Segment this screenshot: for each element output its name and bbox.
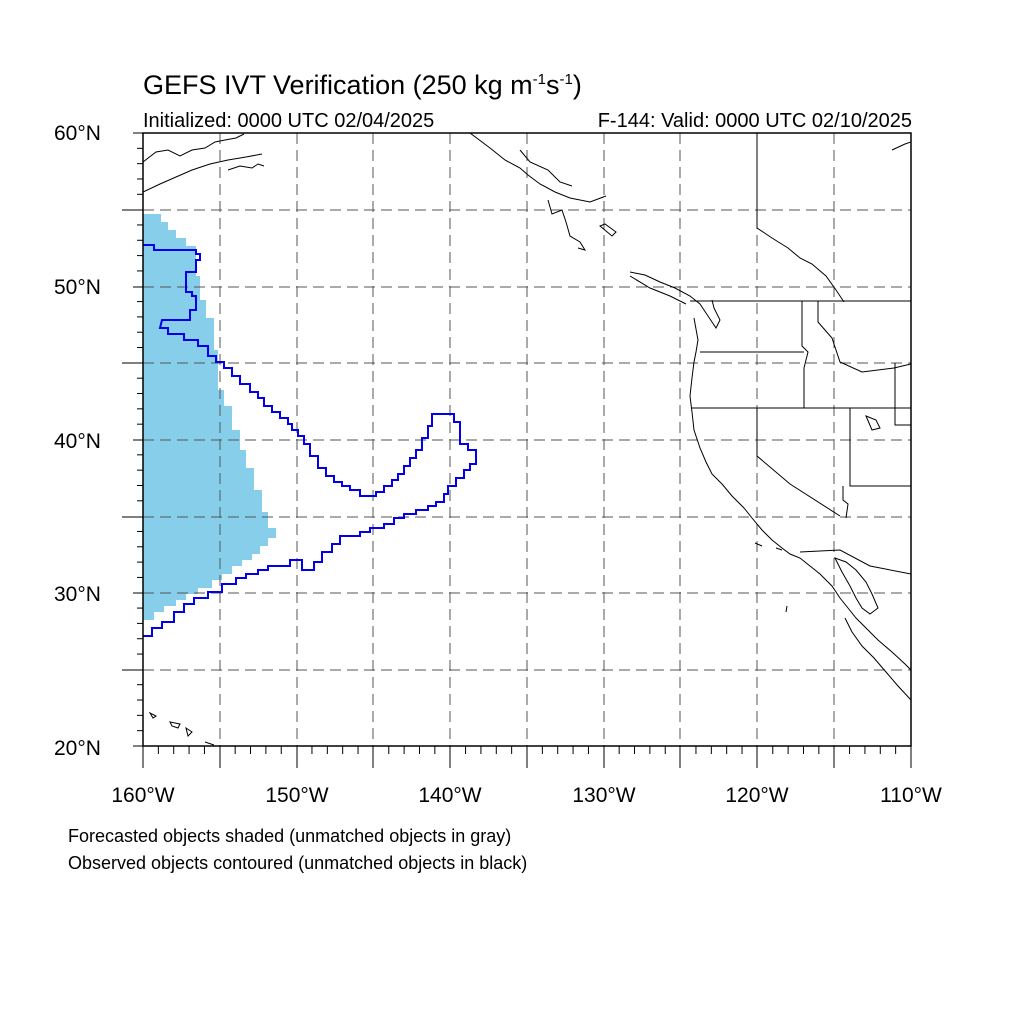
axis-ticks	[122, 132, 912, 768]
lon-label-120w: 120°W	[725, 784, 789, 807]
legend-forecast-note: Forecasted objects shaded (unmatched obj…	[68, 826, 512, 846]
valid-time-label: F-144: Valid: 0000 UTC 02/10/2025	[597, 110, 912, 132]
initialized-label: Initialized: 0000 UTC 02/04/2025	[143, 110, 435, 132]
map-plot	[143, 133, 911, 746]
minor-ticks	[137, 147, 897, 754]
political-boundaries	[690, 133, 911, 575]
legend-observed-note: Observed objects contoured (unmatched ob…	[68, 853, 528, 873]
lon-label-110w: 110°W	[880, 784, 942, 807]
lon-label-150w: 150°W	[265, 784, 329, 807]
map-title: GEFS IVT Verification (250 kg m-1s-1)	[143, 70, 582, 100]
lon-label-140w: 140°W	[418, 784, 482, 807]
lat-label-20n: 20°N	[54, 737, 101, 760]
lat-label-60n: 60°N	[54, 122, 101, 145]
observed-ivt-contour	[143, 244, 477, 637]
coastlines	[143, 133, 911, 746]
lon-label-130w: 130°W	[572, 784, 636, 807]
lat-label-30n: 30°N	[54, 583, 101, 606]
grid-lines	[143, 133, 911, 746]
lat-label-50n: 50°N	[54, 276, 101, 299]
lon-label-160w: 160°W	[111, 784, 175, 807]
forecast-ivt-object	[143, 214, 276, 620]
lat-label-40n: 40°N	[54, 430, 101, 453]
